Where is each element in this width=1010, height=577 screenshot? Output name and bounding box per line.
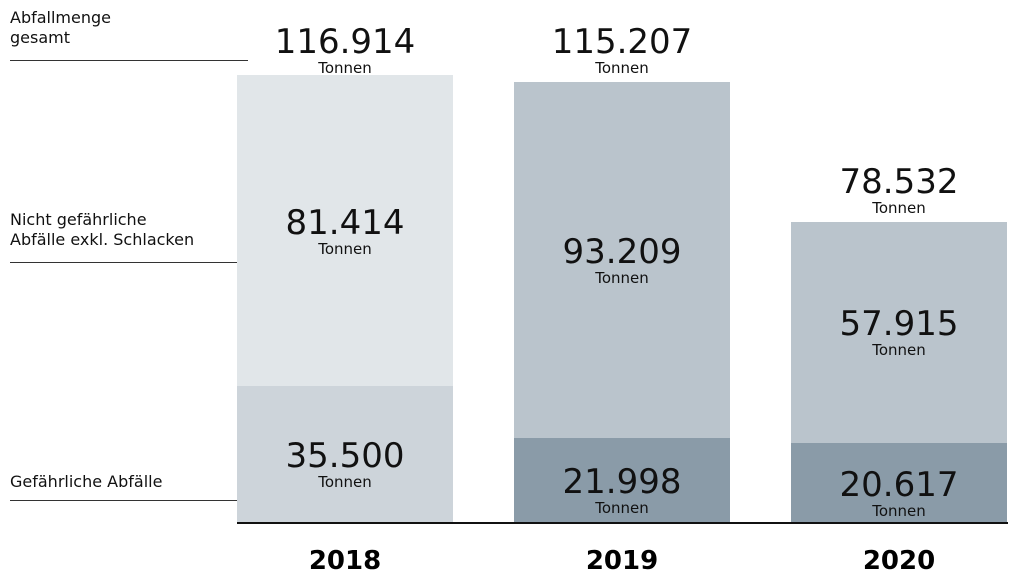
lab-total: 115.207 Tonnen	[512, 24, 732, 76]
unit-label: Tonnen	[318, 473, 372, 492]
x-tick-label: 2020	[862, 546, 936, 576]
label-rule	[10, 262, 248, 263]
lab-segment: 81.414 Tonnen	[235, 205, 455, 257]
unit-label: Tonnen	[318, 239, 372, 258]
legend-label: Gefährliche Abfälle	[10, 472, 163, 491]
lab-segment: 57.915 Tonnen	[789, 306, 1009, 358]
total-label: Abfallmenge gesamt	[10, 8, 111, 47]
bar-segment	[237, 386, 453, 522]
lab-segment: 20.617 Tonnen	[789, 467, 1009, 519]
value-label: 81.414	[285, 202, 405, 243]
unit-label: Tonnen	[872, 501, 926, 520]
unit-label: Tonnen	[595, 268, 649, 287]
value-label: 57.915	[839, 304, 959, 345]
bar-segment	[791, 443, 1007, 522]
bar-segment	[791, 221, 1007, 444]
legend-label: Nicht gefährliche Abfälle exkl. Schlacke…	[10, 210, 195, 249]
bar-segment	[514, 437, 730, 522]
bar-segment	[514, 81, 730, 438]
x-tick-label: 2018	[308, 546, 382, 576]
lab-total: 78.532 Tonnen	[789, 164, 1009, 216]
unit-label: Tonnen	[872, 198, 926, 217]
bar-segment	[237, 75, 453, 387]
unit-label: Tonnen	[872, 341, 926, 360]
unit-label: Tonnen	[318, 59, 372, 77]
lab-segment: 35.500 Tonnen	[235, 438, 455, 490]
value-label: 21.998	[562, 461, 682, 502]
value-label: 78.532	[839, 161, 959, 202]
label-rule	[10, 60, 248, 61]
value-label: 35.500	[285, 436, 405, 477]
lab-segment: 21.998 Tonnen	[512, 464, 732, 516]
value-label: 115.207	[551, 22, 693, 62]
x-tick-label: 2019	[585, 546, 659, 576]
lab-total: 116.914 Tonnen	[235, 24, 455, 76]
value-label: 20.617	[839, 464, 959, 505]
unit-label: Tonnen	[595, 498, 649, 517]
label-rule	[10, 500, 248, 501]
lab-segment: 93.209 Tonnen	[512, 234, 732, 286]
value-label: 116.914	[274, 22, 416, 62]
unit-label: Tonnen	[595, 59, 649, 77]
baseline	[237, 522, 1008, 524]
value-label: 93.209	[562, 231, 682, 272]
